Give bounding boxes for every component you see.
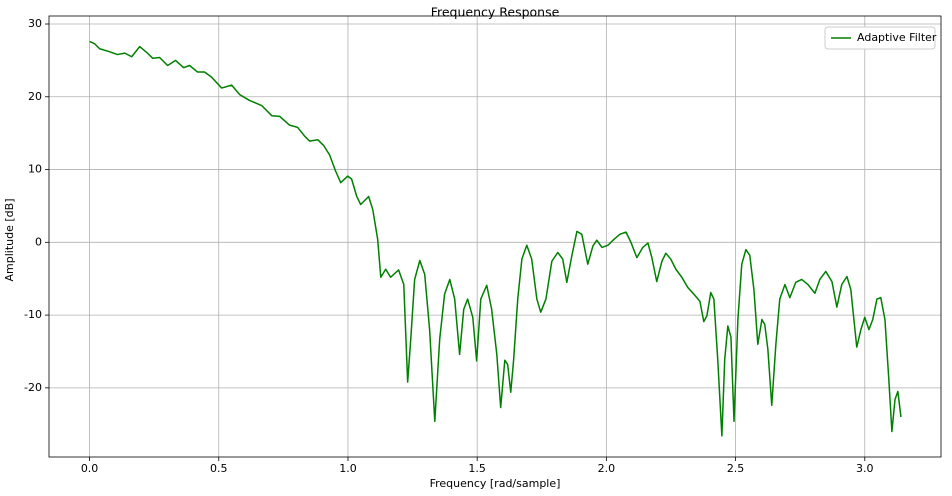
x-tick-label: 0.5 [210, 462, 228, 475]
y-tick-label: 0 [35, 235, 42, 248]
y-axis-label: Amplitude [dB] [3, 199, 16, 282]
x-tick-label: 1.5 [468, 462, 486, 475]
legend-box [824, 26, 936, 50]
x-tick-label: 1.0 [339, 462, 357, 475]
x-axis-label: Frequency [rad/sample] [430, 477, 561, 490]
y-tick-label: -20 [24, 381, 42, 394]
chart-title: Frequency Response [431, 5, 560, 20]
x-tick-label: 2.0 [598, 462, 616, 475]
x-tick-label: 0.0 [81, 462, 99, 475]
y-tick-label: 10 [28, 163, 42, 176]
plot-frame [48, 15, 942, 458]
legend-label: Adaptive Filter [857, 31, 937, 44]
x-tick-label: 2.5 [727, 462, 745, 475]
y-tick-label: 20 [28, 90, 42, 103]
y-tick-label: -10 [24, 308, 42, 321]
x-tick-label: 3.0 [856, 462, 874, 475]
line [89, 40, 902, 437]
y-tick-label: 30 [28, 17, 42, 30]
